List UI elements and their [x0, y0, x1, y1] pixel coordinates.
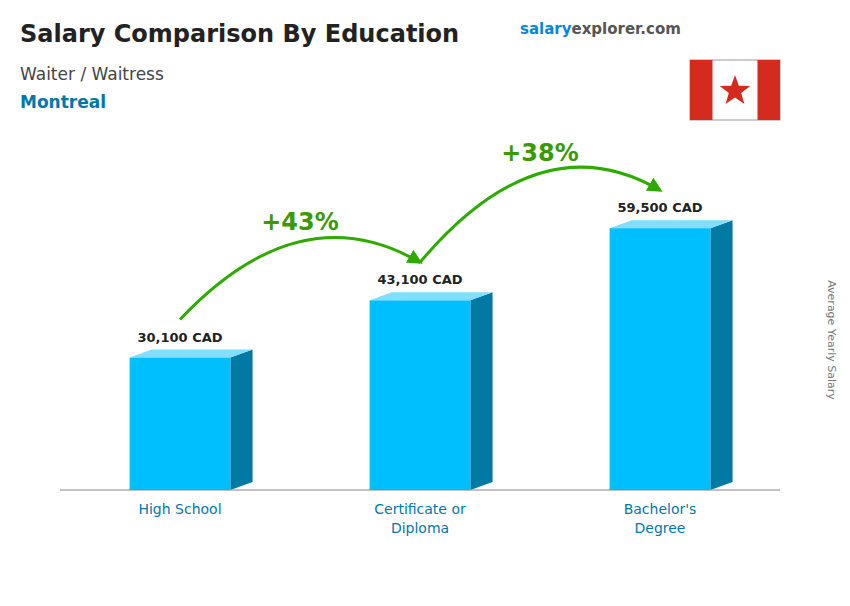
- growth-arrow: [420, 167, 660, 262]
- bar: [130, 358, 231, 490]
- data-label: 30,100 CAD: [137, 330, 222, 345]
- subtitle: Waiter / Waitress: [20, 64, 164, 84]
- bar-top: [610, 220, 733, 228]
- flag-stripe: [690, 60, 713, 120]
- flag-leaf: [720, 75, 750, 104]
- flag-field: [690, 60, 780, 120]
- watermark: salaryexplorer.com: [520, 20, 681, 38]
- category-label: High School: [138, 501, 221, 517]
- category-label: Certificate orDiploma: [374, 501, 466, 536]
- category-label: Bachelor'sDegree: [624, 501, 697, 536]
- flag: [690, 60, 780, 120]
- bar-side: [470, 292, 492, 490]
- watermark-part: explorer.com: [572, 20, 681, 38]
- bar: [370, 300, 471, 490]
- title: Salary Comparison By Education: [20, 20, 459, 48]
- flag-stripe: [758, 60, 781, 120]
- annotation: +38%: [501, 139, 579, 167]
- bar-top: [130, 350, 253, 358]
- data-label: 59,500 CAD: [617, 200, 702, 215]
- y-axis-label: Average Yearly Salary: [825, 280, 838, 400]
- bar-side: [710, 220, 732, 490]
- baseline: [60, 490, 780, 491]
- bars: [130, 220, 733, 490]
- subtitle: Montreal: [20, 92, 106, 112]
- annotation: +43%: [261, 208, 339, 236]
- bar: [610, 228, 711, 490]
- background: [0, 0, 850, 606]
- bar-side: [230, 350, 252, 490]
- watermark-part: salary: [520, 20, 572, 38]
- chart: Salary Comparison By Education Waiter / W…: [0, 0, 850, 606]
- data-label: 43,100 CAD: [377, 272, 462, 287]
- bar-top: [370, 292, 493, 300]
- growth-arrow: [180, 238, 420, 320]
